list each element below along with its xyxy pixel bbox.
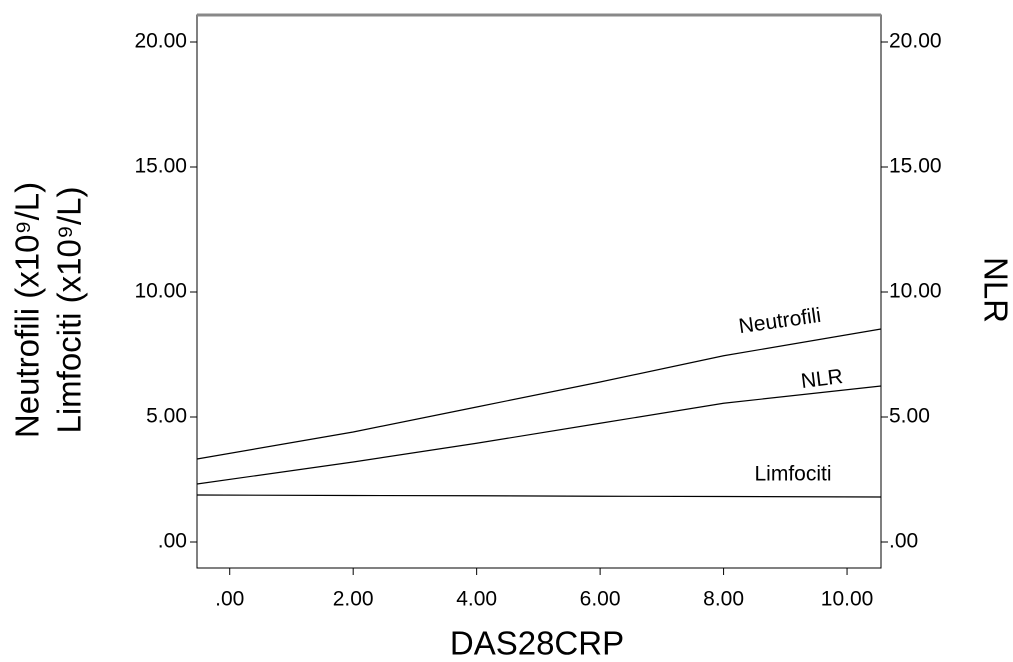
y2-tick-label: 20.00 [889,30,942,53]
x-tick-label: 8.00 [703,588,744,611]
y2-tick-label: .00 [889,530,918,553]
x-tick-label: 2.00 [333,588,374,611]
y-axis-title: Limfociti (x10⁹/L) [51,186,88,433]
line [196,494,882,498]
x-axis-title: DAS28CRP [450,625,624,662]
x-tick-label: 10.00 [821,588,874,611]
y-tick-label: 20.00 [134,30,187,53]
y-tick-label: 5.00 [146,405,187,428]
x-tick-label: 4.00 [456,588,497,611]
x-tick-label: .00 [215,588,244,611]
line [196,328,882,460]
y-tick-label: 15.00 [134,155,187,178]
line [196,385,882,485]
y2-axis-title: NLR [977,257,1013,323]
plot-frame [196,14,882,569]
series-label: NLR [800,365,845,393]
series-label: Limfociti [754,463,831,486]
y-tick-label: .00 [158,530,187,553]
y-axis-title: Neutrofili (x10⁹/L) [9,182,46,438]
y2-tick-label: 10.00 [889,280,942,303]
y2-tick-label: 5.00 [889,405,930,428]
x-tick-label: 6.00 [580,588,621,611]
y-tick-label: 10.00 [134,280,187,303]
y2-tick-label: 15.00 [889,155,942,178]
